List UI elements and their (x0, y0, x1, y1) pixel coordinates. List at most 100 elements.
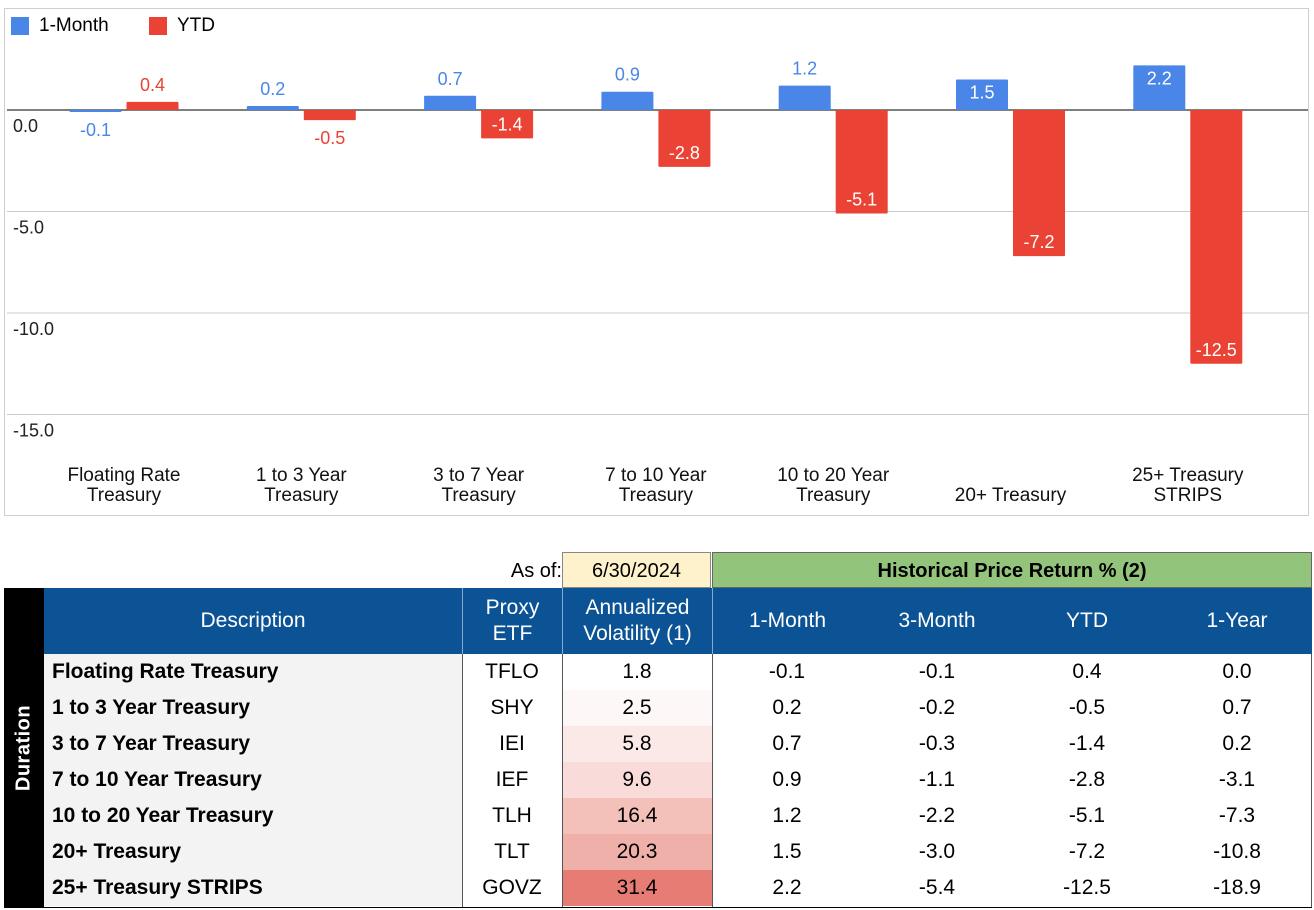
row-proxy-etf: GOVZ (482, 876, 542, 899)
row-1-year: 0.7 (1222, 696, 1252, 719)
y-tick-label: -10.0 (13, 319, 54, 339)
x-category-label: 10 to 20 Year (777, 465, 890, 486)
bar-ytd (1013, 110, 1065, 257)
legend-label-ytd: YTD (177, 15, 215, 36)
as-of-label: As of: (510, 560, 562, 582)
row-volatility: 2.5 (562, 690, 712, 726)
row-3-month: -0.3 (918, 732, 956, 755)
data-label: -0.1 (80, 120, 111, 140)
row-1-year: -10.8 (1213, 840, 1261, 863)
historical-return-header: Historical Price Return % (2) (712, 552, 1312, 588)
x-category-label: 25+ Treasury (1132, 465, 1244, 486)
row-3-month: -0.1 (918, 660, 956, 683)
row-1-month: 0.7 (772, 732, 802, 755)
data-label: 1.5 (969, 83, 994, 103)
legend-label-1-month: 1-Month (39, 15, 109, 36)
row-description: Floating Rate Treasury (44, 654, 462, 690)
row-3-month: -2.2 (918, 804, 956, 827)
row-description: 3 to 7 Year Treasury (44, 726, 462, 762)
table-row: Floating Rate Treasury TFLO 1.8 -0.1 -0.1 0.4… (44, 654, 1312, 690)
column-divider (462, 654, 463, 908)
as-of-date: 6/30/2024 (562, 552, 711, 588)
bar-1-month (69, 110, 122, 113)
row-proxy-etf: SHY (490, 696, 534, 719)
data-label: -1.4 (492, 114, 523, 134)
y-tick-label: -5.0 (13, 218, 44, 238)
row-description: 25+ Treasury STRIPS (44, 870, 462, 906)
row-1-month: 1.5 (772, 840, 802, 863)
bar-ytd (303, 110, 356, 121)
row-description: 1 to 3 Year Treasury (44, 690, 462, 726)
bar-ytd (1190, 110, 1243, 364)
row-volatility: 31.4 (562, 870, 712, 906)
legend-swatch-ytd (149, 17, 167, 35)
data-label: -5.1 (846, 190, 877, 210)
row-ytd: -5.1 (1068, 804, 1106, 827)
row-1-month: 0.2 (772, 696, 802, 719)
table-row: 3 to 7 Year Treasury IEI 5.8 0.7 -0.3 -1.4 0.2 (44, 726, 1312, 762)
row-1-month: -0.1 (768, 660, 806, 683)
x-category-label: STRIPS (1153, 485, 1222, 506)
data-label: 1.2 (792, 59, 817, 79)
row-ytd: -12.5 (1063, 876, 1111, 899)
x-category-label: 20+ Treasury (955, 485, 1067, 506)
row-ytd: 0.4 (1072, 660, 1102, 683)
data-label: 0.4 (140, 75, 165, 95)
row-volatility: 5.8 (562, 726, 712, 762)
col-header-ytd: YTD (1066, 609, 1108, 632)
legend-item-1-month: 1-Month (11, 15, 109, 37)
duration-label-text: Duration (12, 704, 35, 792)
col-header-1-month: 1-Month (712, 588, 862, 654)
col-header-proxy-etf: Proxy ETF (462, 588, 562, 654)
x-category-label: Treasury (796, 485, 871, 506)
row-volatility: 16.4 (562, 798, 712, 834)
row-volatility: 9.6 (562, 762, 712, 798)
row-proxy-etf: IEI (499, 732, 525, 755)
row-proxy-etf: TLT (494, 840, 530, 863)
x-category-label: 3 to 7 Year (433, 465, 525, 486)
bar-1-month (246, 105, 299, 110)
legend-item-ytd: YTD (149, 15, 215, 37)
row-1-year: -7.3 (1218, 804, 1256, 827)
column-divider (712, 654, 713, 908)
bar-ytd (481, 110, 534, 139)
row-3-month: -1.1 (918, 768, 956, 791)
data-label: -7.2 (1023, 232, 1054, 252)
column-header-row: Description Proxy ETF Annualized Volatil… (44, 588, 1312, 654)
y-tick-label: 0.0 (13, 116, 38, 136)
row-proxy-etf: TFLO (485, 660, 539, 683)
data-label: 0.2 (260, 79, 285, 99)
bar-1-month (424, 95, 477, 110)
column-divider (562, 654, 563, 908)
legend-swatch-1-month (11, 17, 29, 35)
x-category-label: 7 to 10 Year (605, 465, 707, 486)
col-header-3-month: 3-Month (898, 609, 976, 632)
x-category-label: 1 to 3 Year (256, 465, 348, 486)
table-row: 1 to 3 Year Treasury SHY 2.5 0.2 -0.2 -0.5 0.7 (44, 690, 1312, 726)
bar-1-month (778, 85, 831, 110)
data-label: 0.9 (615, 65, 640, 85)
bar-1-month (1133, 65, 1186, 110)
row-description: 20+ Treasury (44, 834, 462, 870)
row-volatility: 20.3 (562, 834, 712, 870)
row-1-month: 2.2 (772, 876, 802, 899)
row-proxy-etf: IEF (495, 768, 529, 791)
row-ytd: -7.2 (1068, 840, 1106, 863)
x-category-label: Floating Rate (67, 465, 180, 486)
row-description: 7 to 10 Year Treasury (44, 762, 462, 798)
row-ytd: -0.5 (1068, 696, 1106, 719)
bar-ytd (126, 101, 179, 110)
data-label: -0.5 (314, 128, 345, 148)
data-label: -2.8 (669, 143, 700, 163)
data-label: -12.5 (1196, 340, 1237, 360)
returns-table: As of: 6/30/2024 Historical Price Return… (4, 552, 1312, 908)
bar-1-month (601, 91, 654, 110)
x-category-label: Treasury (441, 485, 516, 506)
y-tick-label: -15.0 (13, 421, 54, 441)
table-bottom-border (4, 907, 1312, 908)
column-divider (1311, 654, 1312, 908)
row-3-month: -3.0 (918, 840, 956, 863)
col-header-1-year: 1-Year (1206, 609, 1268, 632)
x-category-label: Treasury (87, 485, 162, 506)
